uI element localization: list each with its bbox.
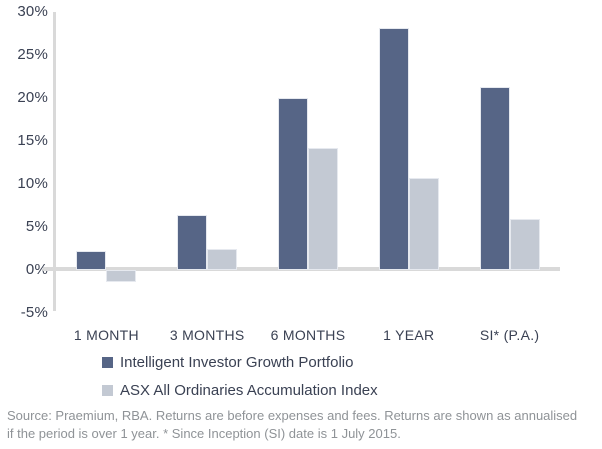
legend-item-portfolio: Intelligent Investor Growth Portfolio (102, 353, 378, 371)
y-axis-tick-label: 0% (25, 261, 48, 278)
bar-index-0 (106, 270, 137, 283)
legend: Intelligent Investor Growth Portfolio AS… (102, 354, 378, 410)
bar-group (258, 12, 359, 313)
y-axis-tick-label: 30% (17, 3, 48, 20)
x-axis-label: 6 MONTHS (270, 327, 346, 343)
bar-index-4 (509, 219, 540, 270)
x-axis-label: 1 YEAR (383, 327, 435, 343)
y-axis-tick-label: 5% (25, 218, 48, 235)
y-axis-tick-label: 25% (17, 46, 48, 63)
bar-index-1 (207, 249, 238, 270)
bar-portfolio-3 (378, 28, 409, 270)
legend-item-index: ASX All Ordinaries Accumulation Index (102, 381, 378, 399)
bar-group (459, 12, 560, 313)
plot-area (56, 12, 560, 313)
y-axis-line (53, 12, 56, 311)
y-axis-tick-label: 20% (17, 89, 48, 106)
source-note-line2: if the period is over 1 year. * Since In… (7, 425, 401, 441)
y-axis-tick-label: -5% (20, 304, 48, 321)
x-axis-label: 3 MONTHS (169, 327, 245, 343)
legend-label-portfolio: Intelligent Investor Growth Portfolio (120, 353, 354, 371)
source-note-line1: Source: Praemium, RBA. Returns are befor… (7, 408, 578, 423)
x-axis-label: 1 MONTH (73, 327, 139, 343)
x-axis: 1 MONTH 3 MONTHS 6 MONTHS 1 YEAR SI* (P.A.) (56, 327, 560, 345)
y-axis: 30% 25% 20% 15% 10% 5% 0% -5% (0, 0, 48, 330)
legend-swatch-portfolio (102, 356, 113, 368)
bar-portfolio-0 (76, 251, 107, 270)
y-axis-tick-label: 10% (17, 175, 48, 192)
x-axis-label: SI* (P.A.) (479, 327, 540, 343)
bar-group (157, 12, 258, 313)
source-note: Source: Praemium, RBA. Returns are befor… (7, 407, 599, 442)
y-axis-tick-label: 15% (17, 132, 48, 149)
bar-index-2 (307, 147, 338, 270)
bar-portfolio-1 (177, 214, 208, 270)
bar-group (358, 12, 459, 313)
legend-label-index: ASX All Ordinaries Accumulation Index (120, 381, 378, 399)
bar-portfolio-4 (479, 86, 510, 270)
bar-index-3 (408, 177, 439, 270)
bar-group (56, 12, 157, 313)
legend-swatch-index (102, 384, 113, 396)
bar-portfolio-2 (277, 98, 308, 270)
